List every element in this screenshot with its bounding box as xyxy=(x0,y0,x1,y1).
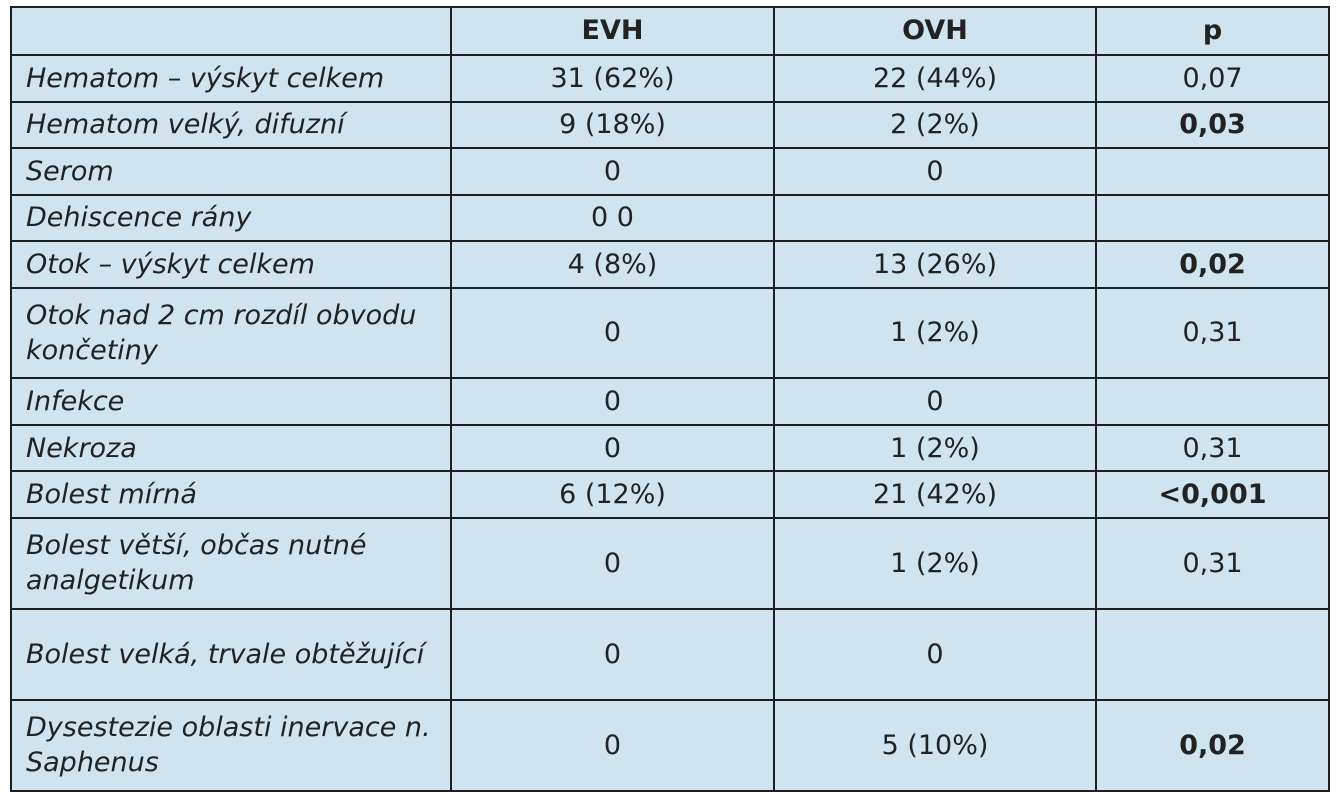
ovh-value-cell: 0 xyxy=(773,377,1097,426)
table-row: Bolest velká, trvale obtěžující 0 0 xyxy=(10,607,1330,701)
table-row: Hematom velký, difuzní 9 (18%) 2 (2%) 0,03 xyxy=(10,100,1330,149)
p-value-cell xyxy=(1095,193,1330,242)
ovh-value-cell: 1 (2%) xyxy=(773,423,1097,473)
evh-value-cell: 0 0 xyxy=(450,193,775,242)
evh-value-cell: 0 xyxy=(450,698,775,793)
table-body: Hematom – výskyt celkem 31 (62%) 22 (44%) 0… xyxy=(10,54,1330,793)
ovh-value-cell: 1 (2%) xyxy=(773,286,1097,380)
row-label-cell: Hematom – výskyt celkem xyxy=(10,54,452,103)
header-ovh: OVH xyxy=(773,6,1097,56)
row-label-cell: Bolest mírná xyxy=(10,470,452,519)
table-row: Dehiscence rány 0 0 xyxy=(10,193,1330,242)
p-value-cell xyxy=(1095,607,1330,701)
row-label-cell: Otok nad 2 cm rozdíl obvodu končetiny xyxy=(10,286,452,380)
p-value-cell xyxy=(1095,147,1330,196)
header-empty-cell xyxy=(10,6,452,56)
table-row: Nekroza 0 1 (2%) 0,31 xyxy=(10,423,1330,473)
header-evh: EVH xyxy=(450,6,775,56)
table-row: Otok nad 2 cm rozdíl obvodu končetiny 0 1 … xyxy=(10,286,1330,380)
evh-value-cell: 0 xyxy=(450,377,775,426)
p-value-cell: <0,001 xyxy=(1095,470,1330,519)
ovh-value-cell: 22 (44%) xyxy=(773,54,1097,103)
row-label-cell: Infekce xyxy=(10,377,452,426)
evh-value-cell: 0 xyxy=(450,423,775,473)
header-p: p xyxy=(1095,6,1330,56)
table-row: Bolest větší, občas nutné analgetikum 0 1 … xyxy=(10,516,1330,610)
ovh-value-cell: 13 (26%) xyxy=(773,240,1097,289)
ovh-value-cell: 0 xyxy=(773,147,1097,196)
ovh-value-cell: 5 (10%) xyxy=(773,698,1097,793)
p-value-cell: 0,31 xyxy=(1095,516,1330,610)
table-row: Serom 0 0 xyxy=(10,147,1330,196)
evh-value-cell: 4 (8%) xyxy=(450,240,775,289)
evh-value-cell: 6 (12%) xyxy=(450,470,775,519)
p-value-cell: 0,02 xyxy=(1095,698,1330,793)
ovh-value-cell: 0 xyxy=(773,607,1097,701)
p-value-cell: 0,03 xyxy=(1095,100,1330,149)
p-value-cell: 0,31 xyxy=(1095,286,1330,380)
ovh-value-cell xyxy=(773,193,1097,242)
evh-value-cell: 9 (18%) xyxy=(450,100,775,149)
row-label-cell: Dehiscence rány xyxy=(10,193,452,242)
row-label-cell: Bolest velká, trvale obtěžující xyxy=(10,607,452,701)
complications-table: EVH OVH p Hematom – výskyt celkem 31 (62%… xyxy=(10,6,1330,793)
evh-value-cell: 0 xyxy=(450,286,775,380)
p-value-cell: 0,31 xyxy=(1095,423,1330,473)
table-row: Otok – výskyt celkem 4 (8%) 13 (26%) 0,02 xyxy=(10,240,1330,289)
row-label-cell: Dysestezie oblasti inervace n. Saphenus xyxy=(10,698,452,793)
row-label-cell: Hematom velký, difuzní xyxy=(10,100,452,149)
evh-value-cell: 0 xyxy=(450,607,775,701)
header-row: EVH OVH p xyxy=(10,6,1330,56)
p-value-cell xyxy=(1095,377,1330,426)
table-row: Dysestezie oblasti inervace n. Saphenus 0… xyxy=(10,698,1330,793)
p-value-cell: 0,02 xyxy=(1095,240,1330,289)
row-label-cell: Serom xyxy=(10,147,452,196)
p-value-cell: 0,07 xyxy=(1095,54,1330,103)
ovh-value-cell: 21 (42%) xyxy=(773,470,1097,519)
evh-value-cell: 0 xyxy=(450,147,775,196)
ovh-value-cell: 2 (2%) xyxy=(773,100,1097,149)
table-row: Bolest mírná 6 (12%) 21 (42%) <0,001 xyxy=(10,470,1330,519)
ovh-value-cell: 1 (2%) xyxy=(773,516,1097,610)
evh-value-cell: 0 xyxy=(450,516,775,610)
row-label-cell: Otok – výskyt celkem xyxy=(10,240,452,289)
row-label-cell: Nekroza xyxy=(10,423,452,473)
evh-value-cell: 31 (62%) xyxy=(450,54,775,103)
table-row: Hematom – výskyt celkem 31 (62%) 22 (44%) 0… xyxy=(10,54,1330,103)
table-row: Infekce 0 0 xyxy=(10,377,1330,426)
row-label-cell: Bolest větší, občas nutné analgetikum xyxy=(10,516,452,610)
complications-table-container: EVH OVH p Hematom – výskyt celkem 31 (62%… xyxy=(10,6,1330,793)
